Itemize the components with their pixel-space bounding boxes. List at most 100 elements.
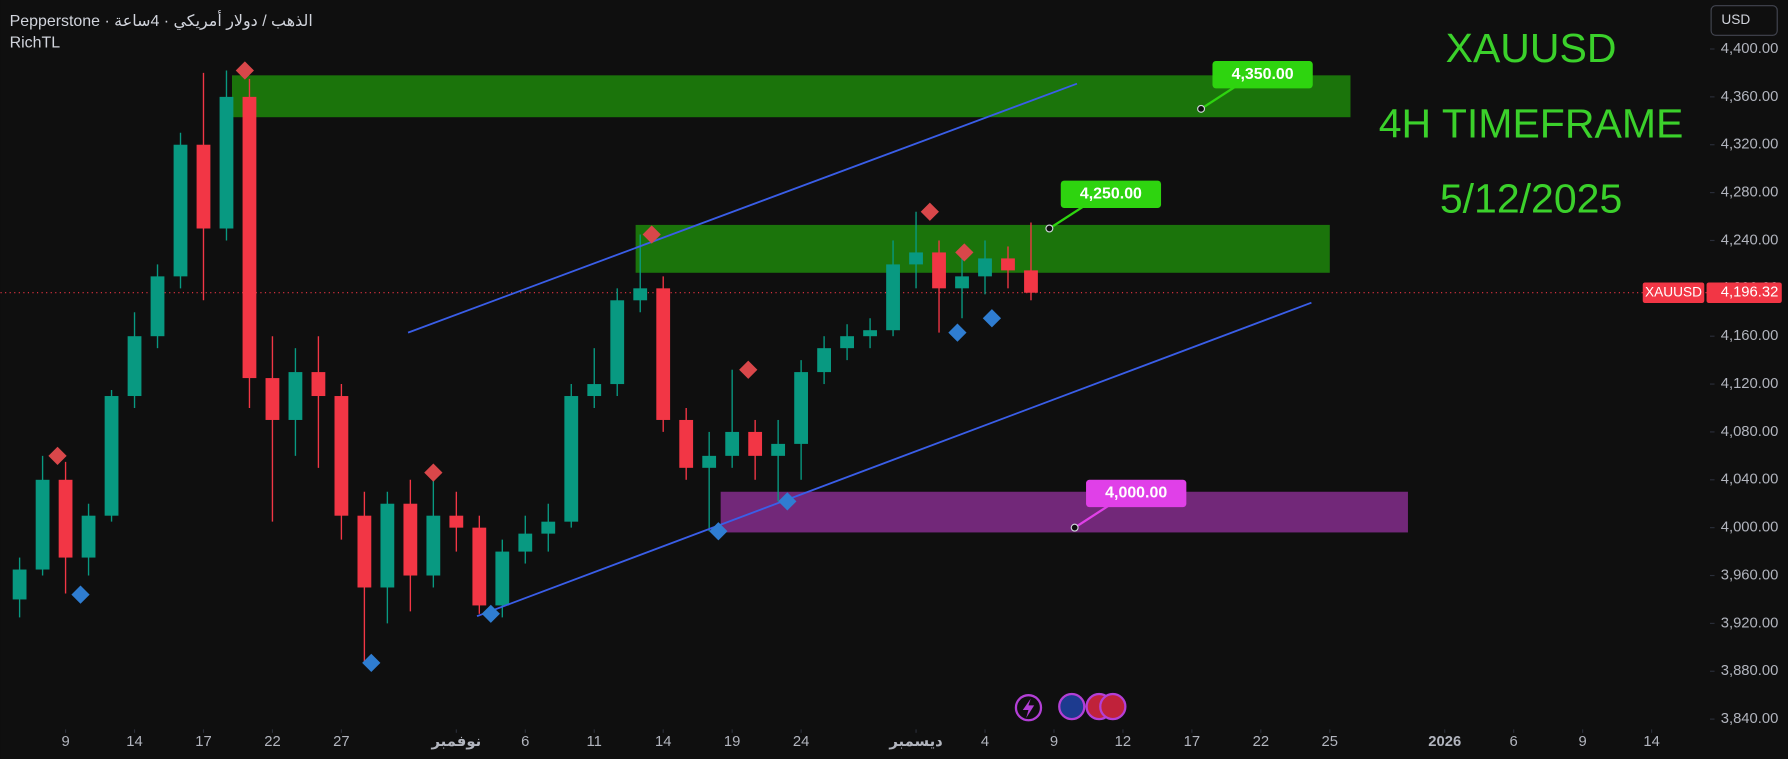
candle-body	[1024, 270, 1038, 293]
candle-body	[587, 384, 602, 397]
y-tick-label: 4,040.00	[1721, 472, 1779, 488]
callout-label: 4,350.00	[1232, 66, 1294, 83]
candle-body	[35, 479, 50, 570]
x-tick-label: 11	[587, 734, 602, 750]
x-tick-label: 27	[333, 734, 349, 750]
candle-body	[909, 252, 923, 265]
candle-body	[403, 503, 418, 576]
y-tick-label: 4,080.00	[1721, 424, 1779, 440]
x-tick-label: 14	[1643, 734, 1659, 750]
last-price-label: 4,196.32	[1721, 285, 1779, 301]
pivot-high	[955, 243, 974, 262]
candle-body	[311, 372, 326, 397]
y-tick-label: 3,960.00	[1721, 567, 1779, 583]
x-tick-label: 19	[724, 734, 740, 750]
candle-body	[679, 419, 694, 468]
y-tick-label: 4,360.00	[1721, 89, 1779, 105]
x-tick-label: 14	[126, 734, 142, 750]
candle-body	[196, 144, 211, 229]
pivot-high	[920, 202, 939, 221]
annotation: 5/12/2025	[1440, 176, 1622, 222]
pivot-high	[235, 61, 254, 80]
candle-body	[817, 348, 832, 373]
pivot-high	[48, 446, 67, 465]
y-tick-label: 4,000.00	[1721, 520, 1779, 536]
callout-point	[1070, 523, 1079, 532]
x-tick-label: 6	[521, 734, 529, 750]
currency-button[interactable]	[1710, 5, 1778, 36]
callout-label: 4,250.00	[1080, 186, 1142, 203]
candle-body	[955, 276, 969, 289]
candle-body	[840, 336, 854, 349]
y-tick-label: 4,320.00	[1721, 137, 1779, 153]
candle-body	[702, 455, 717, 468]
candle-body	[771, 443, 786, 456]
zone	[231, 75, 1351, 118]
candle-body	[610, 300, 625, 385]
candle-body	[173, 144, 188, 277]
x-tick-label: 9	[1050, 734, 1058, 750]
candle-body	[656, 288, 671, 420]
x-tick-label: 12	[1115, 734, 1131, 750]
callout-label: 4,000.00	[1105, 485, 1167, 502]
candle-body	[564, 396, 579, 522]
event-icons	[1014, 692, 1127, 722]
pivot-high	[424, 463, 443, 482]
candle-body	[725, 431, 740, 456]
x-tick-label: 22	[1253, 734, 1269, 750]
pivot-low	[362, 653, 381, 672]
callout-point	[1045, 224, 1054, 233]
y-tick-label: 4,280.00	[1721, 185, 1779, 201]
trendline	[407, 82, 1078, 334]
x-tick-label: 17	[195, 734, 211, 750]
pivot-low	[709, 522, 728, 541]
candle-body	[472, 527, 487, 606]
candle-body	[978, 258, 992, 277]
candle-body	[426, 515, 441, 576]
x-tick-label: 4	[981, 734, 989, 750]
candle-body	[794, 372, 809, 444]
candle-body	[288, 372, 303, 420]
x-tick-label: 6	[1510, 734, 1518, 750]
candle-body	[150, 276, 165, 337]
x-tick-label: 17	[1184, 734, 1200, 750]
last-price-name-box	[1642, 282, 1705, 303]
candle-body	[932, 252, 946, 289]
candle-body	[219, 96, 234, 229]
pivot-low	[982, 309, 1002, 328]
candle-body	[748, 431, 763, 456]
candle-body	[541, 521, 556, 534]
annotation: 4H TIMEFRAME	[1379, 100, 1684, 146]
y-tick-label: 4,120.00	[1721, 376, 1779, 392]
candle-body	[242, 96, 257, 379]
annotation: XAUUSD	[1446, 25, 1617, 71]
candle-body	[495, 551, 510, 606]
zone	[720, 491, 1408, 533]
x-tick-label: 2026	[1428, 734, 1461, 750]
candle-body	[863, 330, 877, 337]
indicator-name: RichTL	[10, 35, 61, 52]
y-tick-label: 4,240.00	[1721, 232, 1779, 248]
x-tick-label: ديسمبر	[888, 734, 943, 750]
callout-point	[1197, 104, 1206, 113]
candle-body	[58, 479, 73, 558]
callout-box	[1086, 479, 1187, 508]
y-tick-label: 4,160.00	[1721, 328, 1779, 344]
candle-body	[518, 533, 533, 552]
last-price-box	[1706, 282, 1782, 303]
candle-body	[449, 515, 464, 528]
candle-body	[380, 503, 395, 588]
x-tick-label: 9	[61, 734, 69, 750]
callout-box	[1060, 180, 1162, 208]
x-tick-label: 14	[655, 734, 671, 750]
candle-body	[12, 569, 27, 600]
y-tick-label: 3,840.00	[1721, 711, 1779, 727]
x-tick-label: 25	[1322, 734, 1338, 750]
y-tick-label: 4,400.00	[1721, 41, 1779, 57]
y-tick-label: 3,880.00	[1721, 663, 1779, 679]
last-price-name: XAUUSD	[1645, 284, 1702, 299]
pivot-high	[739, 360, 758, 379]
currency-label: USD	[1721, 12, 1750, 27]
